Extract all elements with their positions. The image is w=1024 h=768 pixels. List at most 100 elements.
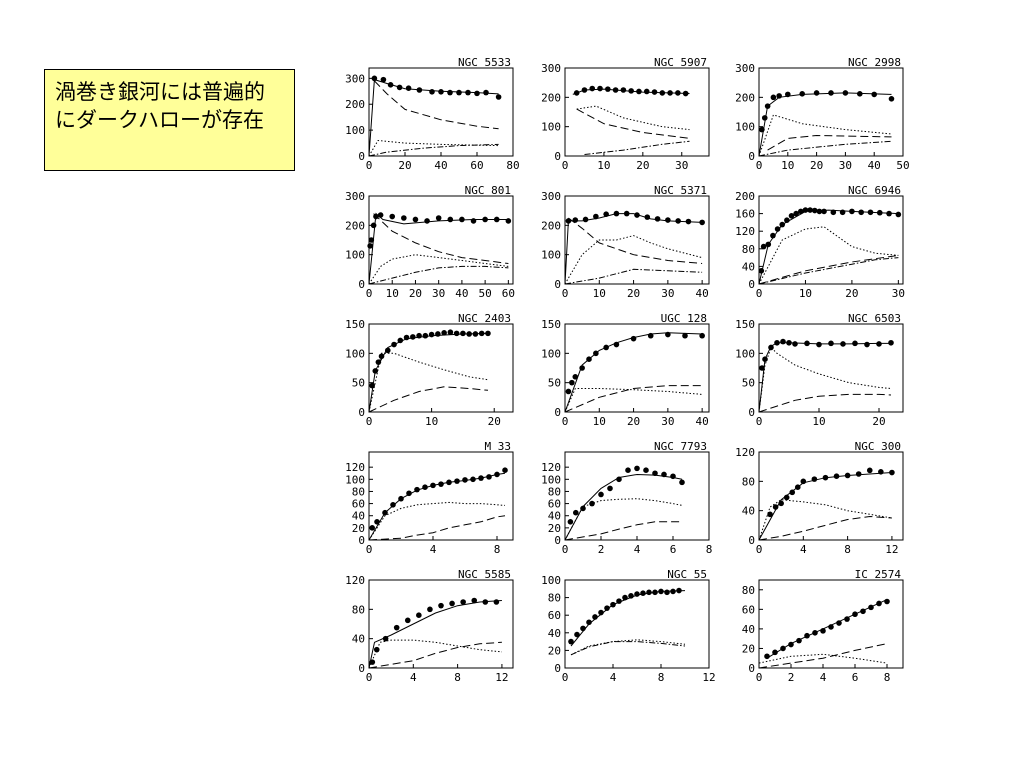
x-tick-label: 20 (872, 415, 885, 428)
x-tick-label: 10 (799, 287, 812, 300)
data-point (598, 609, 604, 616)
data-point (393, 624, 400, 631)
y-tick-label: 80 (742, 243, 755, 256)
data-point (389, 213, 396, 220)
y-tick-label: 0 (554, 534, 561, 547)
y-tick-label: 100 (345, 124, 365, 137)
curve-dashed (758, 393, 892, 413)
curve-dotted (758, 114, 892, 157)
curve-dashed (767, 134, 892, 151)
data-point (664, 589, 670, 596)
y-tick-label: 80 (352, 485, 365, 498)
data-point (390, 502, 396, 508)
x-tick-label: 0 (756, 543, 763, 556)
data-point (441, 330, 447, 336)
x-tick-label: 6 (852, 671, 859, 684)
curve-dotted (758, 499, 892, 541)
y-tick-label: 120 (541, 461, 561, 474)
chart-title: NGC 2403 (458, 312, 511, 325)
x-tick-label: 8 (658, 671, 665, 684)
y-tick-label: 40 (742, 623, 755, 636)
plot-frame (564, 67, 710, 157)
x-tick-label: 30 (661, 415, 674, 428)
curve-solid (368, 472, 506, 541)
data-point (367, 243, 373, 249)
x-tick-label: 4 (610, 671, 617, 684)
y-tick-label: 80 (742, 584, 755, 597)
x-tick-label: 0 (562, 415, 569, 428)
curve-solid (758, 342, 891, 413)
y-tick-label: 40 (548, 627, 561, 640)
curve-solid (570, 590, 686, 647)
data-point (569, 379, 575, 386)
y-tick-label: 50 (742, 377, 755, 390)
y-tick-label: 0 (358, 406, 365, 419)
y-tick-label: 120 (345, 461, 365, 474)
chart-title: IC 2574 (855, 568, 902, 581)
x-tick-label: 20 (409, 287, 422, 300)
data-point (401, 215, 407, 221)
y-tick-label: 200 (345, 98, 365, 111)
x-tick-label: 4 (634, 543, 641, 556)
y-tick-label: 0 (358, 662, 365, 675)
curve-dashed (576, 108, 690, 139)
plot-frame (368, 579, 514, 669)
data-point (447, 216, 454, 223)
y-tick-label: 80 (548, 592, 561, 605)
data-point (789, 489, 796, 496)
data-point (493, 599, 500, 605)
chart-title: NGC 801 (465, 184, 511, 197)
y-tick-label: 0 (554, 662, 561, 675)
data-point (866, 467, 873, 474)
x-tick-label: 20 (627, 287, 640, 300)
plot-frame (368, 323, 514, 413)
data-point (582, 216, 589, 223)
curve-dashed (758, 515, 892, 541)
data-point (474, 90, 480, 97)
data-point (864, 341, 870, 348)
chart-title: NGC 5585 (458, 568, 511, 581)
data-point (572, 374, 579, 380)
data-point (821, 208, 827, 215)
data-point (640, 590, 646, 596)
x-tick-label: 0 (562, 287, 569, 300)
x-tick-label: 8 (454, 671, 461, 684)
y-tick-label: 40 (742, 260, 755, 273)
y-tick-label: 100 (735, 347, 755, 360)
curve-dashed (368, 386, 489, 413)
x-tick-label: 10 (781, 159, 794, 172)
data-point (427, 606, 433, 613)
curve-dashed (758, 254, 899, 285)
curve-dashed (564, 385, 703, 413)
x-tick-label: 40 (696, 415, 709, 428)
y-tick-label: 0 (554, 278, 561, 291)
x-tick-label: 8 (884, 671, 891, 684)
y-tick-label: 100 (345, 249, 365, 262)
curve-dashed (368, 515, 506, 541)
data-point (456, 89, 462, 96)
data-point (573, 509, 579, 516)
data-point (453, 330, 460, 337)
x-tick-label: 2 (598, 543, 605, 556)
curve-dashed (568, 217, 703, 264)
curve-solid (368, 212, 509, 285)
data-point (586, 619, 592, 626)
y-tick-label: 60 (548, 498, 561, 511)
data-point (502, 467, 508, 474)
curve-dashdot (584, 140, 690, 155)
data-point (780, 338, 786, 345)
y-tick-label: 300 (345, 72, 365, 85)
data-point (422, 332, 429, 339)
y-tick-label: 120 (345, 574, 365, 587)
data-point (572, 217, 579, 223)
curve-dotted (570, 639, 686, 656)
x-tick-label: 80 (506, 159, 519, 172)
x-tick-label: 0 (562, 159, 569, 172)
x-tick-label: 20 (488, 415, 501, 428)
curve-dotted (368, 639, 502, 669)
y-tick-label: 300 (735, 62, 755, 75)
x-tick-label: 12 (495, 671, 508, 684)
data-point (505, 218, 512, 224)
